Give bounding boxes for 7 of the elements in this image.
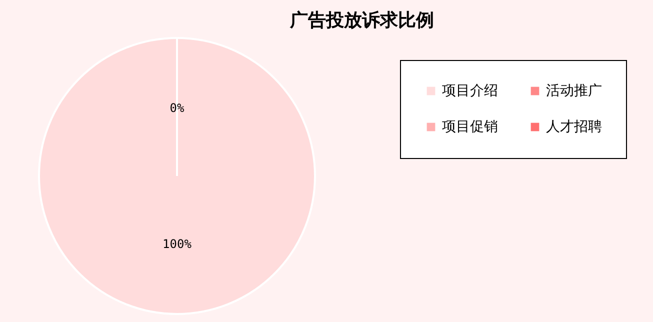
chart-title: 广告投放诉求比例 bbox=[289, 10, 434, 31]
legend-label: 项目促销 bbox=[442, 119, 498, 135]
data-label: 100% bbox=[162, 237, 192, 251]
legend-label: 项目介绍 bbox=[442, 83, 498, 99]
legend-label: 活动推广 bbox=[546, 83, 602, 99]
text: 0% bbox=[170, 101, 184, 115]
legend-label: 人才招聘 bbox=[546, 119, 602, 135]
